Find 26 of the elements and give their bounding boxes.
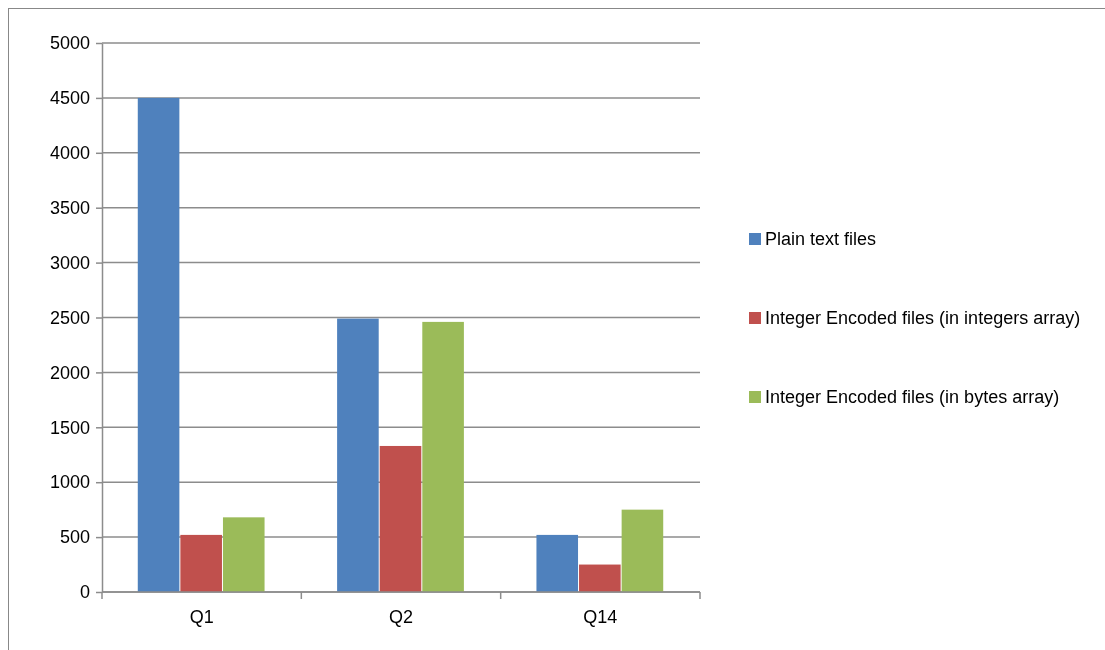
bar — [379, 445, 422, 592]
y-tick-label: 1000 — [49, 472, 90, 493]
y-tick-label: 0 — [79, 582, 90, 603]
legend-label: Integer Encoded files (in bytes array) — [765, 387, 1060, 407]
bar — [180, 534, 222, 592]
bar — [621, 509, 664, 592]
x-tick-label: Q2 — [388, 607, 414, 627]
y-tick-label: 5000 — [49, 33, 90, 54]
y-tick-label: 3000 — [49, 252, 90, 273]
x-tick-label: Q14 — [583, 607, 618, 627]
y-tick-label: 4500 — [49, 88, 90, 109]
bar — [422, 321, 464, 592]
bar — [536, 534, 579, 592]
bar — [137, 97, 180, 592]
bar — [579, 564, 621, 592]
y-tick-label: 4000 — [49, 143, 90, 164]
legend-label: Integer Encoded files (in integers array) — [765, 308, 1081, 328]
y-tick-label: 2000 — [49, 362, 90, 383]
x-tick-label: Q1 — [189, 607, 214, 627]
legend-label: Plain text files — [765, 229, 877, 249]
bar — [222, 517, 265, 592]
y-tick-label: 3500 — [49, 197, 90, 218]
y-tick-label: 2500 — [49, 307, 90, 328]
y-tick-label: 500 — [59, 527, 90, 548]
bar — [337, 318, 379, 592]
y-tick-label: 1500 — [49, 417, 90, 438]
